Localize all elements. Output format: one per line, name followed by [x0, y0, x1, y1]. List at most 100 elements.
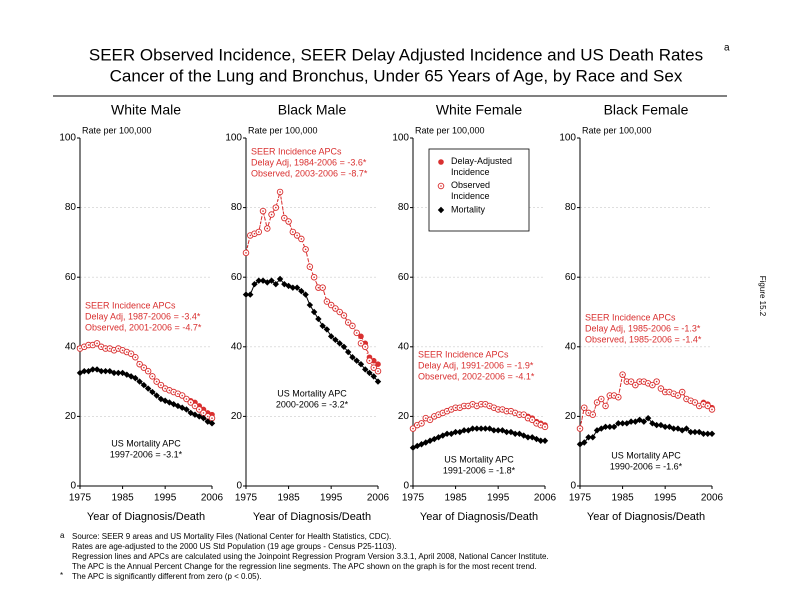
observed-point [255, 228, 263, 236]
mortality-point [460, 427, 468, 434]
legend-label-part: Observed [451, 180, 490, 190]
observed-point [632, 381, 639, 389]
observed-dot [109, 347, 111, 350]
observed-dot [664, 391, 666, 393]
mortality-point [310, 308, 318, 316]
observed-point [340, 312, 348, 319]
observed-dot [591, 413, 594, 416]
observed-point [191, 402, 199, 410]
title-note: a [724, 43, 730, 54]
observed-point [598, 395, 605, 403]
observed-point [302, 246, 309, 253]
mortality-point [524, 434, 532, 441]
mortality-point [349, 354, 356, 361]
mortality-point [132, 374, 139, 382]
observed-dot [681, 391, 683, 393]
observed-dot [211, 417, 213, 419]
observed-dot [143, 366, 145, 369]
observed-point [327, 301, 335, 309]
observed-dot [459, 406, 461, 409]
observed-point [649, 381, 656, 389]
mortality-point [374, 378, 382, 385]
observed-dot [287, 220, 290, 223]
x-tick-label: 1975 [402, 493, 425, 504]
mortality-point [157, 395, 165, 403]
mortality-point [268, 277, 275, 284]
observed-dot [83, 346, 86, 348]
observed-point [353, 329, 360, 337]
observed-dot [711, 408, 713, 411]
mortality-point [482, 425, 489, 432]
observed-dot [420, 422, 423, 425]
observed-dot [321, 286, 324, 289]
observed-point [670, 390, 677, 398]
mortality-point [344, 348, 352, 356]
mortality-point [362, 366, 369, 373]
mortality-point [370, 373, 377, 380]
observed-dot [257, 231, 260, 233]
footnote-line: The APC is the Annual Percent Change for… [72, 562, 537, 571]
mortality-point [302, 291, 309, 298]
observed-dot [351, 325, 354, 327]
observed-dot [476, 405, 478, 407]
y-tick-label: 100 [59, 133, 76, 144]
observed-point [242, 249, 250, 257]
observed-dot [596, 401, 598, 404]
observed-dot [454, 406, 457, 409]
mortality-point [255, 277, 262, 284]
observed-point [426, 416, 434, 424]
mortality-point [276, 275, 284, 283]
x-tick-label: 2006 [201, 493, 224, 504]
mortality-point [674, 425, 682, 432]
observed-dot [100, 346, 103, 348]
series-line [79, 368, 213, 424]
observed-point [678, 388, 686, 396]
y-tick-label: 60 [65, 272, 77, 283]
incidence-point [358, 333, 364, 340]
mortality-point [644, 414, 652, 422]
mortality-point [516, 430, 523, 437]
incidence-note: Delay Adj, 1991-2006 = -1.9* [418, 360, 534, 370]
y-tick-label: 40 [398, 341, 410, 352]
y-tick-label: 80 [65, 202, 77, 213]
observed-dot [330, 304, 332, 306]
legend-label: Observed Incidence [451, 180, 490, 201]
observed-point [708, 406, 716, 413]
observed-dot [467, 405, 470, 407]
mortality-note: 2000-2006 = -3.2* [276, 399, 349, 409]
mortality-point [490, 427, 498, 434]
mortality-point [585, 434, 592, 441]
observed-dot [189, 401, 192, 404]
x-tick-label: 2006 [534, 493, 557, 504]
observed-dot [497, 408, 499, 411]
incidence-note: SEER Incidence APCs [251, 146, 342, 156]
y-tick-label: 20 [65, 411, 77, 422]
y-tick-label: 100 [225, 133, 242, 144]
y-tick-label: 80 [398, 202, 410, 213]
observed-point [581, 404, 588, 411]
observed-point [602, 402, 609, 410]
title-line: SEER Observed Incidence, SEER Delay Adju… [89, 45, 703, 64]
incidence-note: SEER Incidence APCs [585, 312, 676, 322]
mortality-point [242, 291, 250, 298]
mortality-note: US Mortality APC [111, 438, 181, 448]
incidence-note: Delay Adj, 1987-2006 = -3.4* [85, 311, 201, 321]
observed-dot [412, 427, 414, 430]
observed-point [306, 263, 314, 271]
observed-dot [177, 392, 179, 395]
y-tick-label: 60 [565, 272, 577, 283]
legend-label: Mortality [451, 204, 486, 214]
mortality-point [89, 366, 96, 373]
mortality-point [653, 421, 660, 429]
observed-dot [429, 419, 431, 421]
mortality-point [323, 326, 331, 333]
mortality-point [606, 423, 614, 431]
observed-dot [270, 213, 273, 216]
observed-point [157, 381, 165, 389]
observed-point [366, 357, 373, 364]
observed-dot [126, 351, 128, 353]
observed-dot [130, 352, 132, 355]
observed-dot [198, 408, 201, 411]
y-tick-label: 40 [65, 341, 77, 352]
observed-dot [514, 412, 516, 414]
